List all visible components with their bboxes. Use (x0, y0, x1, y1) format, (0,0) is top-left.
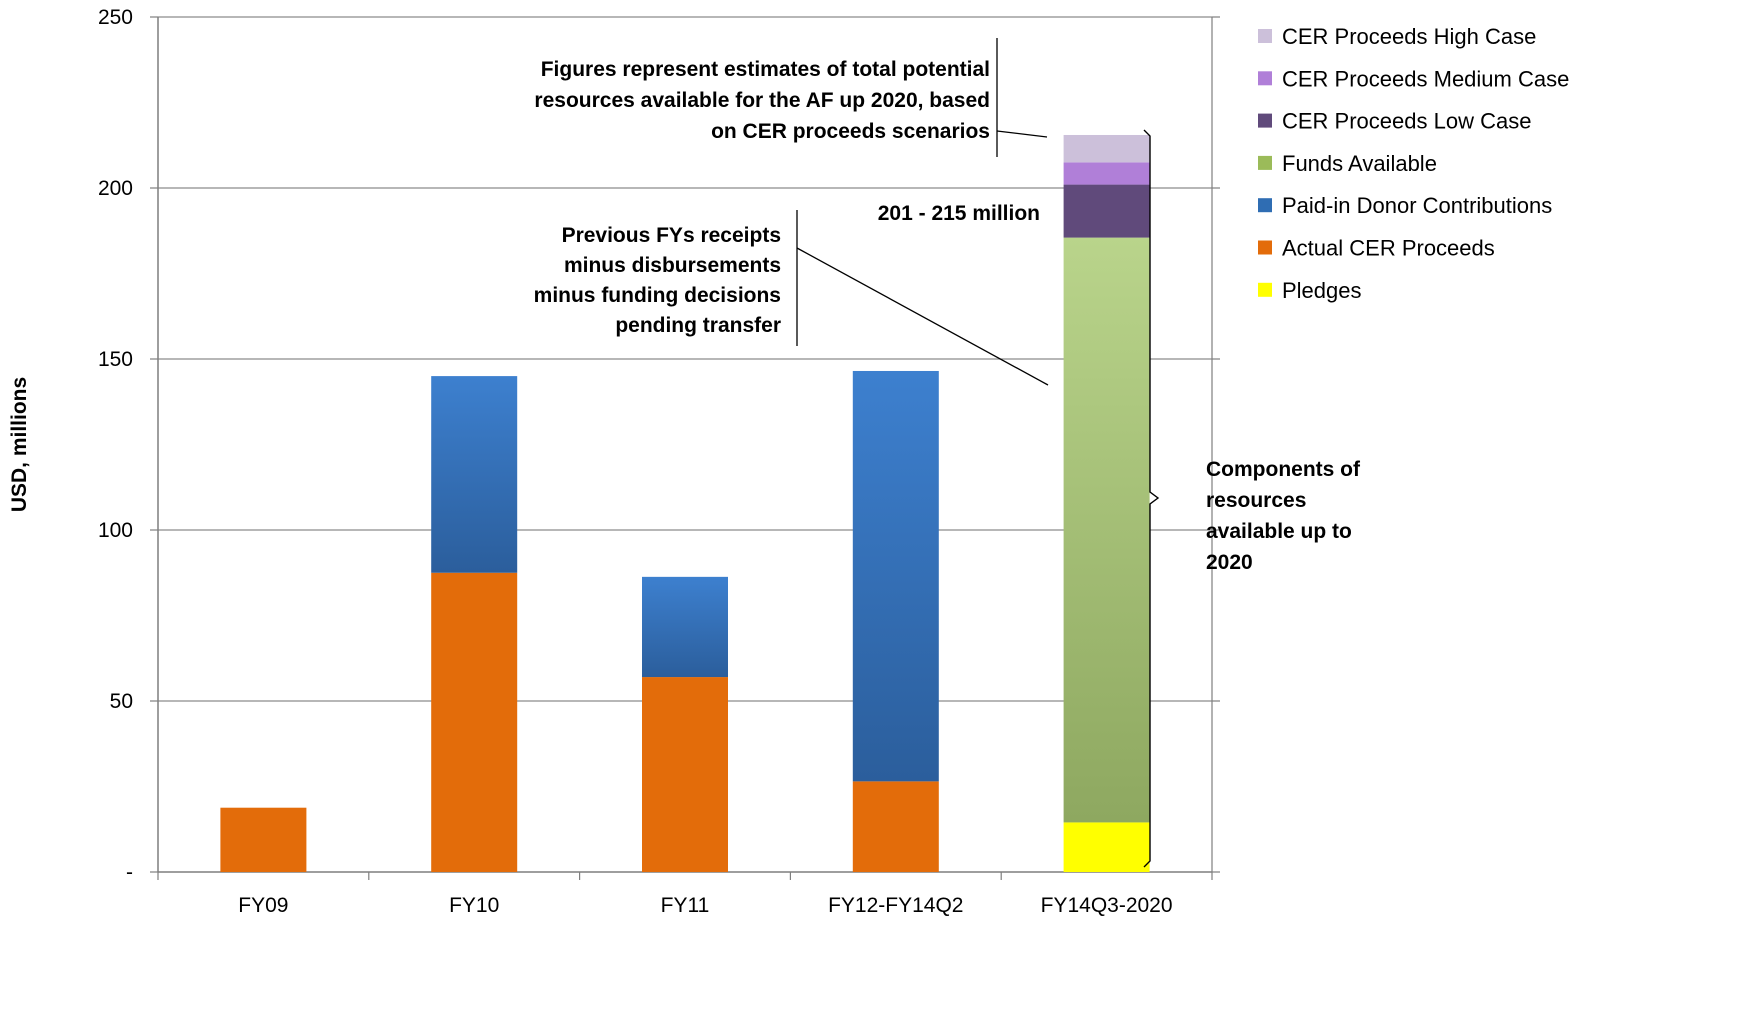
components-note: Components of resources available up to 202… (1206, 458, 1361, 574)
legend-label: CER Proceeds High Case (1282, 24, 1536, 49)
y-tick-label: 250 (98, 6, 133, 29)
x-tick-label: FY12-FY14Q2 (828, 894, 963, 917)
figures-note: Figures represent estimates of total pot… (534, 58, 990, 143)
y-tick-label: 50 (110, 690, 133, 713)
previous-fys-leader (796, 247, 1049, 386)
bar-cer-proceeds-medium-case (1063, 162, 1150, 185)
x-tick-label: FY09 (238, 894, 288, 917)
legend-swatch (1258, 155, 1272, 170)
x-tick-label: FY10 (449, 894, 499, 917)
y-tick-label: 200 (98, 177, 133, 200)
legend-label: Funds Available (1282, 151, 1437, 176)
legend-label: CER Proceeds Medium Case (1282, 66, 1569, 91)
legend-swatch (1258, 198, 1272, 213)
bar-cer-proceeds-low-case (1063, 184, 1150, 238)
bar-paid-in-donor-contributions (852, 370, 939, 782)
legend-label: Paid-in Donor Contributions (1282, 193, 1552, 218)
legend-label: CER Proceeds Low Case (1282, 109, 1531, 134)
x-tick-label: FY11 (661, 894, 710, 917)
y-tick-label: 150 (98, 348, 133, 371)
legend-swatch (1258, 71, 1272, 86)
bar-pledges (1063, 822, 1150, 872)
figures-note-leader (996, 130, 1048, 138)
y-tick-label: - (126, 861, 133, 884)
bar-cer-proceeds-high-case (1063, 134, 1150, 163)
legend-swatch (1258, 240, 1272, 255)
legend-label: Actual CER Proceeds (1282, 236, 1495, 261)
previous-fys-note: Previous FYs receipts minus disbursements… (534, 224, 781, 337)
y-tick-label: 100 (98, 519, 133, 542)
range-label: 201 - 215 million (878, 202, 1040, 225)
y-axis-label: USD, millions (8, 377, 31, 512)
legend-swatch (1258, 29, 1272, 43)
components-bracket (1143, 129, 1160, 868)
bar-actual-cer-proceeds (220, 807, 307, 872)
bar-actual-cer-proceeds (431, 572, 518, 872)
bar-funds-available (1063, 237, 1150, 823)
bar-paid-in-donor-contributions (642, 576, 728, 678)
bar-paid-in-donor-contributions (431, 376, 518, 573)
legend-swatch (1258, 282, 1272, 297)
legend-label: Pledges (1282, 278, 1362, 303)
bar-actual-cer-proceeds (852, 781, 939, 872)
legend-swatch (1258, 113, 1272, 128)
bar-actual-cer-proceeds (642, 677, 728, 872)
x-tick-label: FY14Q3-2020 (1041, 894, 1173, 917)
